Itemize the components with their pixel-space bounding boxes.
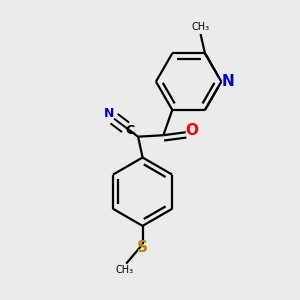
Text: N: N — [221, 74, 234, 89]
Text: S: S — [137, 240, 148, 255]
Text: C: C — [125, 124, 135, 137]
Text: CH₃: CH₃ — [191, 22, 210, 32]
Text: O: O — [186, 123, 199, 138]
Text: CH₃: CH₃ — [116, 265, 134, 275]
Text: N: N — [103, 107, 114, 120]
